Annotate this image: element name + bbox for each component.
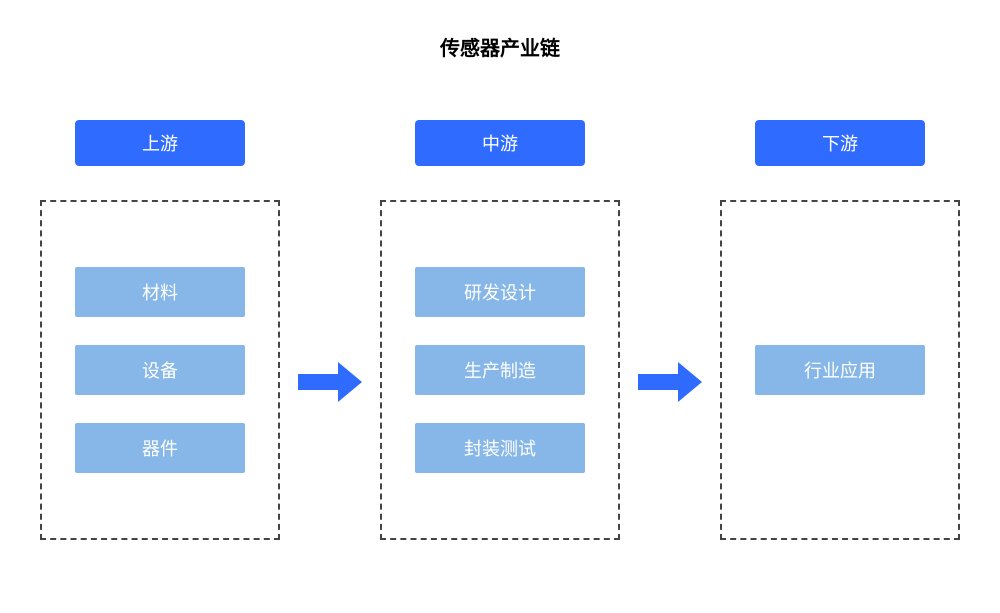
stage-box-upstream: 材料 设备 器件 xyxy=(40,200,280,540)
arrow-shaft xyxy=(298,374,338,390)
arrow-shaft xyxy=(638,374,678,390)
arrow-head xyxy=(338,362,362,402)
stage-item: 封装测试 xyxy=(415,423,585,473)
stage-item: 器件 xyxy=(75,423,245,473)
arrow-head xyxy=(678,362,702,402)
stage-header-upstream: 上游 xyxy=(75,120,245,166)
stage-header-midstream: 中游 xyxy=(415,120,585,166)
stage-box-midstream: 研发设计 生产制造 封装测试 xyxy=(380,200,620,540)
stage-item: 设备 xyxy=(75,345,245,395)
stage-item: 行业应用 xyxy=(755,345,925,395)
stage-item: 材料 xyxy=(75,267,245,317)
stage-item: 研发设计 xyxy=(415,267,585,317)
arrow-icon xyxy=(298,362,362,402)
stage-header-downstream: 下游 xyxy=(755,120,925,166)
stage-item: 生产制造 xyxy=(415,345,585,395)
arrow-icon xyxy=(638,362,702,402)
diagram-title: 传感器产业链 xyxy=(0,32,1000,61)
stage-box-downstream: 行业应用 xyxy=(720,200,960,540)
